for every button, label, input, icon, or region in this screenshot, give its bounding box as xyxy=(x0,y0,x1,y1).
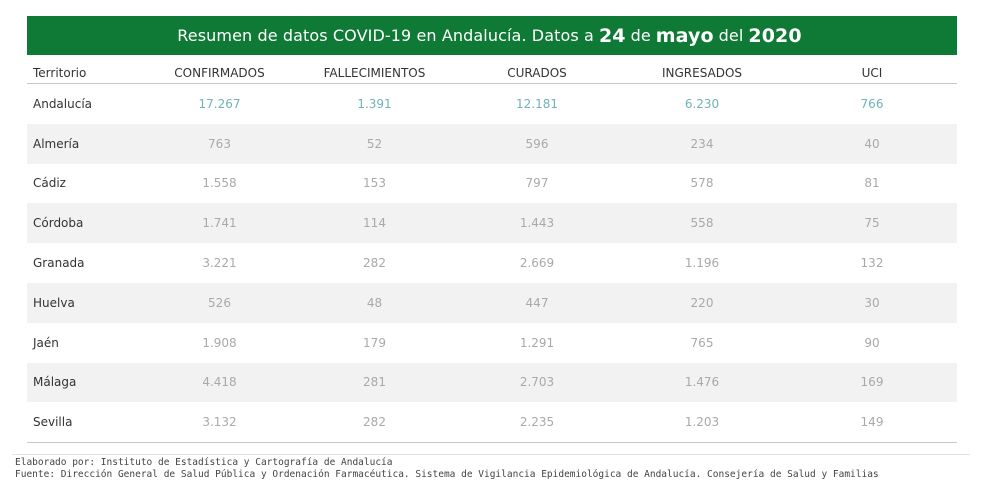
value-cell: 578 xyxy=(617,164,787,204)
value-cell: 797 xyxy=(457,164,617,204)
value-cell: 1.196 xyxy=(617,243,787,283)
territory-cell: Sevilla xyxy=(27,402,147,442)
column-header: INGRESADOS xyxy=(617,63,787,84)
table-row: Sevilla 3.132 282 2.235 1.203 149 xyxy=(27,402,957,442)
value-cell: 281 xyxy=(292,363,457,403)
title-year: 2020 xyxy=(748,25,801,47)
territory-cell: Andalucía xyxy=(27,84,147,124)
column-header: UCI xyxy=(787,63,957,84)
value-cell: 114 xyxy=(292,203,457,243)
value-cell: 282 xyxy=(292,243,457,283)
value-cell: 132 xyxy=(787,243,957,283)
territory-cell: Jaén xyxy=(27,323,147,363)
value-cell: 3.221 xyxy=(147,243,292,283)
value-cell: 1.476 xyxy=(617,363,787,403)
table-row: Cádiz 1.558 153 797 578 81 xyxy=(27,164,957,204)
table-row: Málaga 4.418 281 2.703 1.476 169 xyxy=(27,363,957,403)
territory-cell: Huelva xyxy=(27,283,147,323)
value-cell: 48 xyxy=(292,283,457,323)
value-cell: 1.291 xyxy=(457,323,617,363)
value-cell: 6.230 xyxy=(617,84,787,124)
value-cell: 153 xyxy=(292,164,457,204)
table-row: Córdoba 1.741 114 1.443 558 75 xyxy=(27,203,957,243)
value-cell: 4.418 xyxy=(147,363,292,403)
value-cell: 220 xyxy=(617,283,787,323)
value-cell: 1.558 xyxy=(147,164,292,204)
value-cell: 234 xyxy=(617,124,787,164)
value-cell: 169 xyxy=(787,363,957,403)
territory-cell: Almería xyxy=(27,124,147,164)
value-cell: 766 xyxy=(787,84,957,124)
column-header: Territorio xyxy=(27,63,147,84)
title-day: 24 xyxy=(599,25,626,47)
value-cell: 52 xyxy=(292,124,457,164)
value-cell: 75 xyxy=(787,203,957,243)
footer-elaborado: Elaborado por: Instituto de Estadística … xyxy=(15,457,393,468)
value-cell: 179 xyxy=(292,323,457,363)
table-row: Jaén 1.908 179 1.291 765 90 xyxy=(27,323,957,363)
value-cell: 763 xyxy=(147,124,292,164)
table-row: Almería 763 52 596 234 40 xyxy=(27,124,957,164)
value-cell: 2.235 xyxy=(457,402,617,442)
value-cell: 765 xyxy=(617,323,787,363)
value-cell: 526 xyxy=(147,283,292,323)
footer-fuente: Fuente: Dirección General de Salud Públi… xyxy=(15,469,879,480)
value-cell: 447 xyxy=(457,283,617,323)
value-cell: 1.741 xyxy=(147,203,292,243)
value-cell: 40 xyxy=(787,124,957,164)
table-title-banner: Resumen de datos COVID-19 en Andalucía. … xyxy=(27,16,957,55)
value-cell: 2.703 xyxy=(457,363,617,403)
title-prefix: Resumen de datos COVID-19 en Andalucía. … xyxy=(177,26,594,45)
title-de: de xyxy=(631,26,651,45)
value-cell: 1.203 xyxy=(617,402,787,442)
value-cell: 3.132 xyxy=(147,402,292,442)
table-header-row: Territorio CONFIRMADOS FALLECIMIENTOS CURAD… xyxy=(27,63,957,84)
value-cell: 1.443 xyxy=(457,203,617,243)
value-cell: 282 xyxy=(292,402,457,442)
covid-data-table: Territorio CONFIRMADOS FALLECIMIENTOS CURAD… xyxy=(27,63,957,443)
value-cell: 1.391 xyxy=(292,84,457,124)
territory-cell: Córdoba xyxy=(27,203,147,243)
value-cell: 17.267 xyxy=(147,84,292,124)
column-header: CONFIRMADOS xyxy=(147,63,292,84)
value-cell: 558 xyxy=(617,203,787,243)
territory-cell: Granada xyxy=(27,243,147,283)
title-del: del xyxy=(719,26,744,45)
column-header: FALLECIMIENTOS xyxy=(292,63,457,84)
territory-cell: Cádiz xyxy=(27,164,147,204)
value-cell: 81 xyxy=(787,164,957,204)
table-row: Granada 3.221 282 2.669 1.196 132 xyxy=(27,243,957,283)
column-header: CURADOS xyxy=(457,63,617,84)
value-cell: 30 xyxy=(787,283,957,323)
table-body: Andalucía 17.267 1.391 12.181 6.230 766 Almerí… xyxy=(27,84,957,443)
value-cell: 12.181 xyxy=(457,84,617,124)
table-row-total: Andalucía 17.267 1.391 12.181 6.230 766 xyxy=(27,84,957,124)
value-cell: 2.669 xyxy=(457,243,617,283)
territory-cell: Málaga xyxy=(27,363,147,403)
value-cell: 90 xyxy=(787,323,957,363)
table-row: Huelva 526 48 447 220 30 xyxy=(27,283,957,323)
value-cell: 1.908 xyxy=(147,323,292,363)
footer-divider xyxy=(12,454,970,455)
value-cell: 149 xyxy=(787,402,957,442)
value-cell: 596 xyxy=(457,124,617,164)
title-month: mayo xyxy=(656,25,714,47)
